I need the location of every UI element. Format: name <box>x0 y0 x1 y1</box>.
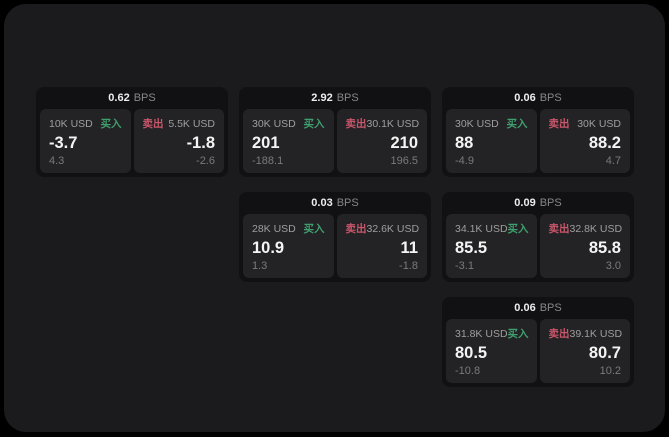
buy-price: 88 <box>455 133 474 152</box>
buy-panel[interactable]: 34.1K USD 买入 85.5 -3.1 <box>446 214 537 278</box>
sell-delta: 3.0 <box>605 260 621 272</box>
bps-value: 2.92 <box>311 92 333 104</box>
sell-price: 88.2 <box>588 133 621 152</box>
buy-panel[interactable]: 28K USD 买入 10.9 1.3 <box>243 214 334 278</box>
buy-side-label: 买入 <box>100 118 122 130</box>
buy-delta: -3.1 <box>455 260 474 272</box>
quote-card-5: 0.09 BPS 34.1K USD 买入 85.5 -3.1 卖出 32.8K… <box>442 192 634 282</box>
buy-price: 10.9 <box>252 238 285 257</box>
sell-price: 85.8 <box>588 238 621 257</box>
buy-delta: -4.9 <box>455 155 474 167</box>
sell-panel[interactable]: 卖出 30K USD 88.2 4.7 <box>539 109 630 173</box>
sell-amount: 32.8K USD <box>569 222 623 235</box>
sell-side-label: 卖出 <box>548 328 570 340</box>
buy-side-label: 买入 <box>507 223 529 235</box>
sell-panel[interactable]: 卖出 5.5K USD -1.8 -2.6 <box>133 109 224 173</box>
buy-panel[interactable]: 30K USD 买入 88 -4.9 <box>446 109 537 173</box>
sell-amount: 30K USD <box>577 117 621 130</box>
app-window: 0.62 BPS 10K USD 买入 -3.7 4.3 卖出 5.5K USD <box>4 4 665 432</box>
buy-amount: 30K USD <box>252 117 296 130</box>
bps-unit: BPS <box>539 197 562 209</box>
buy-delta: 1.3 <box>252 260 268 272</box>
sell-side-label: 卖出 <box>345 118 367 130</box>
buy-side-label: 买入 <box>507 328 529 340</box>
sell-amount: 5.5K USD <box>168 117 215 130</box>
bps-unit: BPS <box>336 92 359 104</box>
bps-value: 0.09 <box>514 197 536 209</box>
bps-header: 2.92 BPS <box>239 87 431 109</box>
sell-side-label: 卖出 <box>142 118 164 130</box>
sell-price: 80.7 <box>588 343 621 362</box>
buy-side-label: 买入 <box>303 118 325 130</box>
sell-panel[interactable]: 卖出 30.1K USD 210 196.5 <box>336 109 427 173</box>
buy-panel[interactable]: 30K USD 买入 201 -188.1 <box>243 109 334 173</box>
bps-value: 0.62 <box>108 92 130 104</box>
sell-amount: 32.6K USD <box>366 222 420 235</box>
sell-amount: 39.1K USD <box>569 327 623 340</box>
buy-amount: 28K USD <box>252 222 296 235</box>
quote-grid: 0.62 BPS 10K USD 买入 -3.7 4.3 卖出 5.5K USD <box>36 87 634 387</box>
buy-amount: 30K USD <box>455 117 499 130</box>
sell-delta: 196.5 <box>390 155 418 167</box>
bps-header: 0.06 BPS <box>442 297 634 319</box>
sell-price: 11 <box>400 238 418 257</box>
bps-value: 0.03 <box>311 197 333 209</box>
sell-delta: 4.7 <box>605 155 621 167</box>
sell-price: 210 <box>390 133 418 152</box>
bps-unit: BPS <box>539 302 562 314</box>
quote-card-4: 0.03 BPS 28K USD 买入 10.9 1.3 卖出 32.6K US… <box>239 192 431 282</box>
buy-panel[interactable]: 10K USD 买入 -3.7 4.3 <box>40 109 131 173</box>
buy-price: 80.5 <box>455 343 488 362</box>
buy-side-label: 买入 <box>506 118 528 130</box>
sell-side-label: 卖出 <box>548 223 570 235</box>
buy-delta: -188.1 <box>252 155 284 167</box>
sell-side-label: 卖出 <box>548 118 570 130</box>
buy-panel[interactable]: 31.8K USD 买入 80.5 -10.8 <box>446 319 537 383</box>
bps-header: 0.06 BPS <box>442 87 634 109</box>
quote-card-1: 0.62 BPS 10K USD 买入 -3.7 4.3 卖出 5.5K USD <box>36 87 228 177</box>
sell-price: -1.8 <box>186 133 215 152</box>
buy-amount: 31.8K USD <box>455 327 508 340</box>
sell-delta: 10.2 <box>599 365 621 377</box>
sell-panel[interactable]: 卖出 32.6K USD 11 -1.8 <box>336 214 427 278</box>
quote-card-6: 0.06 BPS 31.8K USD 买入 80.5 -10.8 卖出 39.1… <box>442 297 634 387</box>
buy-amount: 10K USD <box>49 117 93 130</box>
buy-side-label: 买入 <box>303 223 325 235</box>
sell-amount: 30.1K USD <box>366 117 420 130</box>
quote-card-3: 0.06 BPS 30K USD 买入 88 -4.9 卖出 30K USD <box>442 87 634 177</box>
bps-unit: BPS <box>336 197 359 209</box>
buy-price: 85.5 <box>455 238 488 257</box>
bps-unit: BPS <box>133 92 156 104</box>
buy-price: 201 <box>252 133 280 152</box>
buy-delta: -10.8 <box>455 365 481 377</box>
quote-card-2: 2.92 BPS 30K USD 买入 201 -188.1 卖出 30.1K … <box>239 87 431 177</box>
buy-price: -3.7 <box>49 133 78 152</box>
sell-delta: -1.8 <box>399 260 418 272</box>
sell-delta: -2.6 <box>196 155 215 167</box>
bps-header: 0.62 BPS <box>36 87 228 109</box>
sell-panel[interactable]: 卖出 39.1K USD 80.7 10.2 <box>539 319 630 383</box>
bps-header: 0.09 BPS <box>442 192 634 214</box>
buy-delta: 4.3 <box>49 155 65 167</box>
bps-value: 0.06 <box>514 92 536 104</box>
bps-unit: BPS <box>539 92 562 104</box>
bps-header: 0.03 BPS <box>239 192 431 214</box>
sell-side-label: 卖出 <box>345 223 367 235</box>
bps-value: 0.06 <box>514 302 536 314</box>
buy-amount: 34.1K USD <box>455 222 508 235</box>
sell-panel[interactable]: 卖出 32.8K USD 85.8 3.0 <box>539 214 630 278</box>
